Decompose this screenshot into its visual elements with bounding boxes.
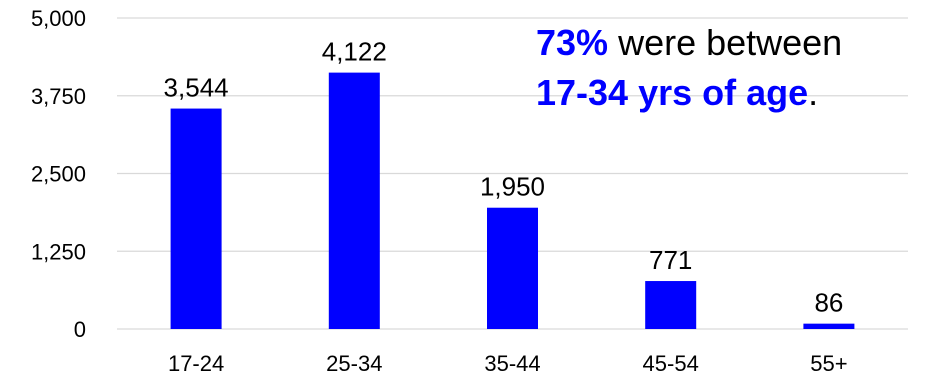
annotation: 73% were between 17-34 yrs of age. (536, 18, 842, 118)
annotation-text-2: . (808, 72, 819, 113)
bars (170, 72, 855, 329)
x-tick-label: 45-54 (643, 351, 699, 376)
data-label: 4,122 (322, 37, 387, 67)
bar (487, 207, 538, 329)
y-tick-label: 5,000 (31, 6, 86, 31)
annotation-line-2: 17-34 yrs of age. (536, 68, 842, 118)
y-axis-ticks: 0 1,250 2,500 3,750 5,000 (31, 6, 86, 342)
data-label: 86 (814, 288, 843, 318)
data-label: 3,544 (164, 73, 229, 103)
x-tick-label: 35-44 (484, 351, 540, 376)
data-labels: 3,544 4,122 1,950 771 86 (164, 37, 844, 318)
annotation-percent: 73% (536, 22, 609, 63)
gridlines (117, 17, 908, 330)
x-tick-label: 55+ (810, 351, 847, 376)
x-axis-ticks: 17-24 25-34 35-44 45-54 55+ (168, 351, 848, 376)
x-tick-label: 17-24 (168, 351, 224, 376)
bar (170, 108, 222, 329)
y-tick-label: 1,250 (31, 239, 86, 264)
bar (803, 323, 855, 329)
bar (645, 281, 697, 329)
annotation-text-1: were between (608, 22, 843, 63)
data-label: 1,950 (480, 172, 545, 202)
data-label: 771 (649, 245, 692, 275)
y-tick-label: 3,750 (31, 84, 86, 109)
bar (328, 72, 380, 329)
annotation-age-range: 17-34 yrs of age (536, 72, 809, 113)
y-tick-label: 0 (74, 317, 86, 342)
x-tick-label: 25-34 (326, 351, 382, 376)
annotation-line-1: 73% were between (536, 18, 842, 68)
y-tick-label: 2,500 (31, 162, 86, 187)
